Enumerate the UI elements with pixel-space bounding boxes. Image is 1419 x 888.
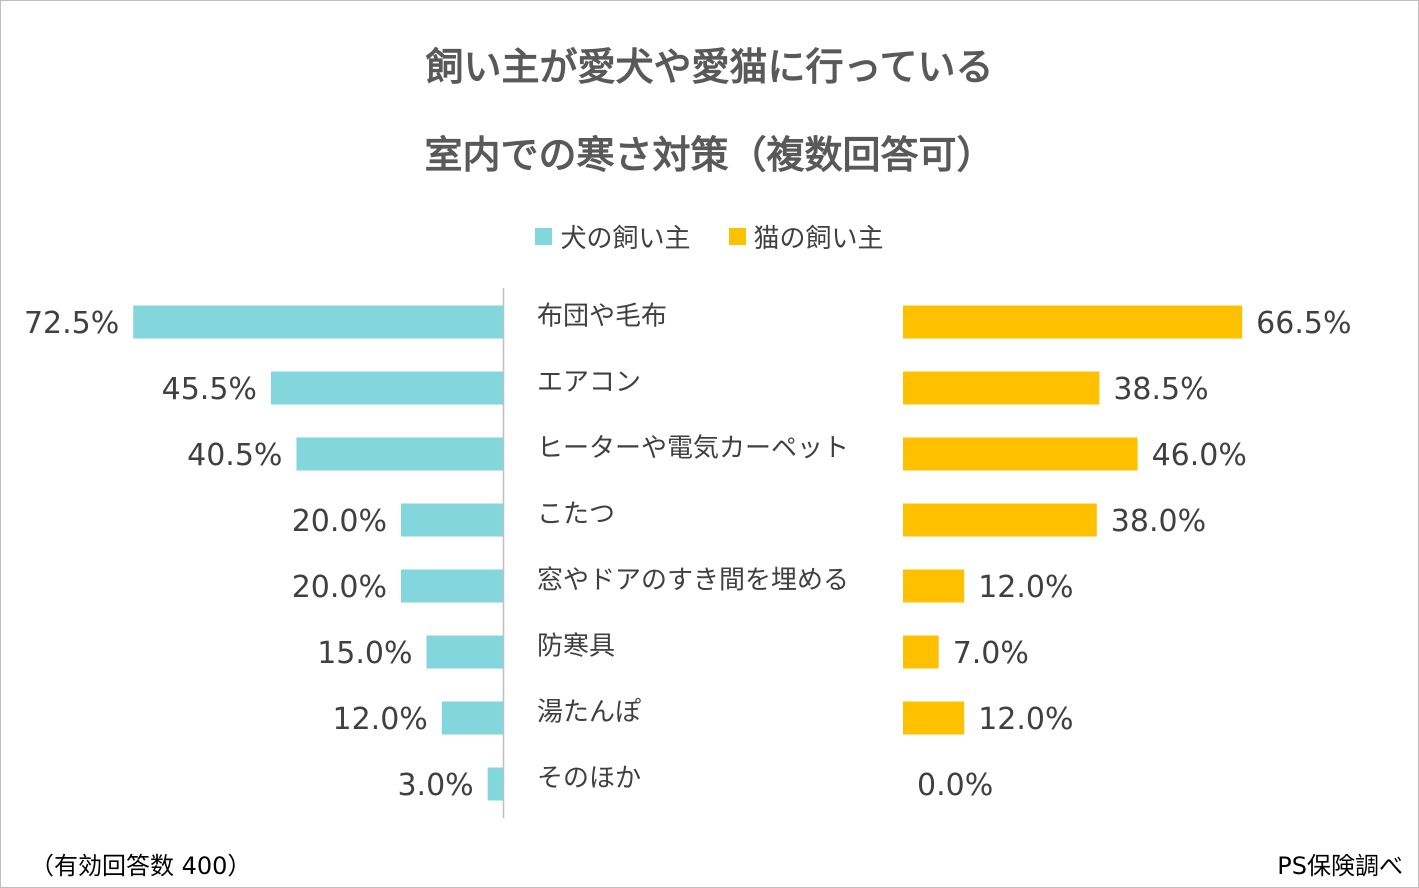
cat-value-label: 38.5% bbox=[1113, 372, 1208, 407]
cat-bar bbox=[903, 503, 1097, 537]
legend-label-dog: 犬の飼い主 bbox=[560, 224, 691, 254]
dog-value-label: 12.0% bbox=[332, 702, 427, 737]
legend-swatch-cat bbox=[728, 228, 746, 245]
legend-item-dog: 犬の飼い主 bbox=[535, 218, 691, 255]
category-label: 窓やドアのすき間を埋める bbox=[537, 566, 849, 596]
cat-value-label: 7.0% bbox=[953, 636, 1029, 671]
dog-value-label: 15.0% bbox=[317, 636, 412, 671]
cat-bar bbox=[903, 701, 965, 735]
dog-bar bbox=[487, 767, 503, 801]
cat-bar bbox=[903, 437, 1138, 471]
category-label: 布団や毛布 bbox=[537, 302, 667, 332]
chart-legend: 犬の飼い主 猫の飼い主 bbox=[0, 218, 1419, 255]
category-label: そのほか bbox=[537, 764, 641, 794]
cat-value-label: 12.0% bbox=[978, 570, 1073, 605]
cat-bar bbox=[903, 635, 939, 669]
sample-size-note: （有効回答数 400） bbox=[30, 852, 252, 880]
dog-bar bbox=[270, 371, 503, 405]
dog-value-label: 72.5% bbox=[24, 306, 119, 341]
dog-value-label: 3.0% bbox=[397, 768, 473, 803]
dog-value-label: 40.5% bbox=[187, 438, 282, 473]
category-label: 湯たんぽ bbox=[537, 698, 641, 728]
dog-bar bbox=[426, 635, 503, 669]
dog-value-label: 20.0% bbox=[292, 504, 387, 539]
cat-bar bbox=[903, 371, 1100, 405]
dog-value-label: 20.0% bbox=[292, 570, 387, 605]
cat-bar bbox=[903, 305, 1243, 339]
cat-bar bbox=[903, 569, 965, 603]
dog-value-label: 45.5% bbox=[162, 372, 257, 407]
dog-bar bbox=[401, 503, 503, 537]
source-credit: PS保険調べ bbox=[1277, 852, 1403, 880]
cat-value-label: 12.0% bbox=[978, 702, 1073, 737]
dog-bar bbox=[401, 569, 503, 603]
category-label: こたつ bbox=[537, 500, 615, 530]
dog-bar bbox=[441, 701, 503, 735]
legend-item-cat: 猫の飼い主 bbox=[728, 218, 884, 255]
category-label: 防寒具 bbox=[537, 632, 615, 662]
cat-value-label: 46.0% bbox=[1152, 438, 1247, 473]
category-label: ヒーターや電気カーペット bbox=[537, 434, 849, 464]
chart-title-line2: 室内での寒さ対策（複数回答可） bbox=[424, 133, 995, 177]
dog-bar bbox=[296, 437, 503, 471]
cat-value-label: 66.5% bbox=[1256, 306, 1351, 341]
cat-value-label: 38.0% bbox=[1111, 504, 1206, 539]
dog-bar bbox=[133, 305, 503, 339]
cat-value-label: 0.0% bbox=[917, 768, 993, 803]
legend-label-cat: 猫の飼い主 bbox=[753, 224, 884, 254]
chart-title-line1: 飼い主が愛犬や愛猫に行っている bbox=[425, 45, 994, 89]
category-label: エアコン bbox=[537, 368, 641, 398]
legend-swatch-dog bbox=[535, 228, 553, 245]
